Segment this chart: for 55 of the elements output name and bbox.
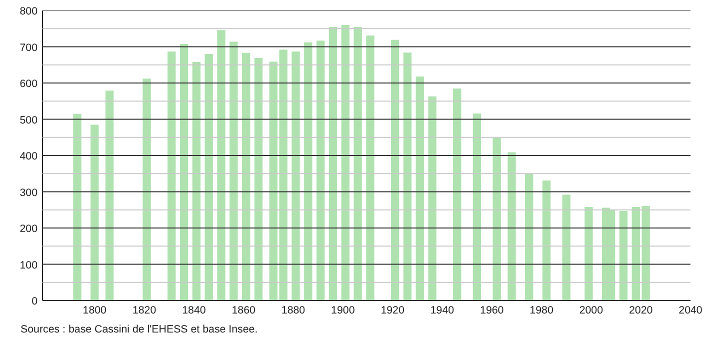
bar [73,114,82,300]
bar [180,44,188,300]
x-tick-label: 1800 [82,304,107,316]
bar [105,90,114,300]
x-tick-label: 1940 [430,304,454,316]
bar [242,52,250,300]
x-tick-label: 1960 [480,304,504,316]
y-tick-label: 700 [20,42,38,54]
x-tick-label: 2040 [678,304,702,316]
x-tick-label: 1880 [281,304,306,316]
bar [562,194,570,300]
bar [453,88,462,300]
bar [341,25,350,300]
x-tick-label: 1920 [380,304,404,316]
y-tick-label: 300 [20,186,38,199]
bar [304,42,312,300]
bar [525,174,534,300]
bar [403,52,412,300]
bar [390,40,400,300]
bar [619,210,628,300]
bar [328,26,338,300]
x-tick-label: 1900 [331,304,355,316]
bar [230,42,238,300]
y-tick-label: 600 [20,78,38,90]
bar [142,78,151,300]
y-tick-label: 100 [20,259,38,272]
bar [542,180,551,300]
bar [90,124,99,300]
y-tick-label: 400 [20,150,38,162]
y-tick-label: 500 [20,114,38,126]
y-tick-label: 200 [20,223,38,235]
source-note: Sources : base Cassini de l'EHESS et base Insee. [20,324,258,336]
bar [192,62,201,300]
bar [508,152,516,300]
bar [217,30,226,300]
y-tick-label: 0 [32,296,38,308]
bar [428,96,436,300]
bar [168,51,176,300]
bar [204,54,213,300]
bar [354,26,362,300]
x-tick-label: 2000 [579,304,604,316]
bar [292,51,300,300]
x-tick-label: 1980 [530,304,554,316]
bar [316,40,325,300]
x-tick-label: 1840 [182,304,206,316]
bar [416,76,424,300]
y-tick-label: 800 [20,6,38,18]
x-tick-label: 1820 [132,304,156,316]
bar [472,113,482,300]
bar [492,138,501,300]
bar [366,36,374,300]
bar [254,58,263,300]
x-tick-label: 1860 [232,304,256,316]
x-tick-label: 2020 [628,304,653,316]
bar [584,206,593,300]
